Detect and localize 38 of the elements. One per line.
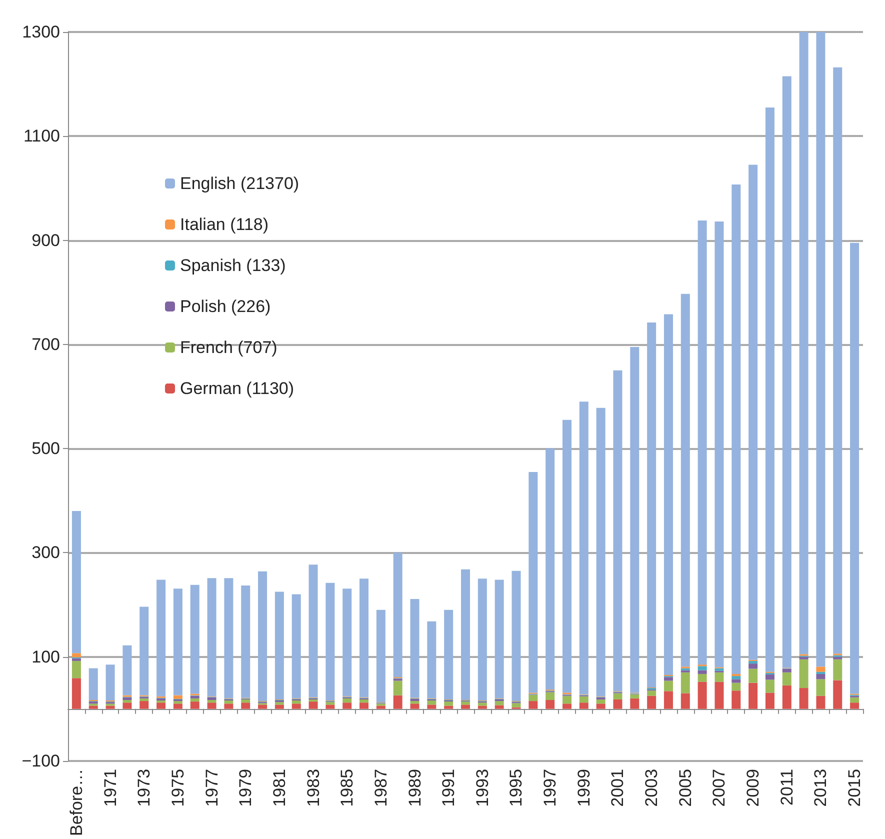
legend-label: English (21370) xyxy=(180,174,300,193)
y-tick-label: 100 xyxy=(32,647,60,666)
x-tick-label: 1993 xyxy=(472,768,492,807)
x-tick-label: 1997 xyxy=(540,768,560,807)
x-tick-label: 2011 xyxy=(777,768,796,806)
x-tick-label: 1987 xyxy=(371,768,390,807)
legend-label: Italian (118) xyxy=(180,215,269,234)
x-tick-label: 2007 xyxy=(710,768,729,807)
x-tick-label: 1995 xyxy=(506,768,526,807)
x-tick-label: 1971 xyxy=(100,768,120,807)
x-tick-label: 1991 xyxy=(439,768,458,807)
x-tick-label: Before… xyxy=(66,768,86,836)
x-tick-label: 2003 xyxy=(642,768,662,807)
x-tick-label: 2015 xyxy=(845,768,864,807)
x-tick-label: 1973 xyxy=(134,768,154,807)
y-tick-label: −100 xyxy=(22,751,60,770)
x-tick-label: 1989 xyxy=(405,768,424,807)
y-tick-label: 700 xyxy=(32,334,60,354)
y-tick-label: 1300 xyxy=(22,22,60,42)
x-tick-label: 2009 xyxy=(744,768,763,807)
x-tick-label: 1977 xyxy=(202,768,222,807)
y-tick-label: 300 xyxy=(32,543,60,562)
y-tick-label: 900 xyxy=(32,230,60,250)
x-tick-label: 1983 xyxy=(304,768,323,807)
legend-label: Polish (226) xyxy=(180,297,271,316)
x-tick-label: 2005 xyxy=(676,768,695,807)
x-tick-label: 1975 xyxy=(168,768,188,807)
x-tick-label: 1999 xyxy=(574,768,594,807)
legend-label: German (1130) xyxy=(180,379,294,398)
x-tick-label: 1979 xyxy=(236,768,256,807)
legend-label: French (707) xyxy=(180,338,278,357)
y-tick-label: 500 xyxy=(32,439,60,458)
x-tick-label: 2001 xyxy=(608,768,628,807)
x-tick-label: 1981 xyxy=(270,768,289,807)
x-tick-label: 2013 xyxy=(811,768,830,807)
legend-label: Spanish (133) xyxy=(180,256,286,275)
x-tick-label: 1985 xyxy=(338,768,357,807)
y-tick-label: 1100 xyxy=(23,126,60,146)
